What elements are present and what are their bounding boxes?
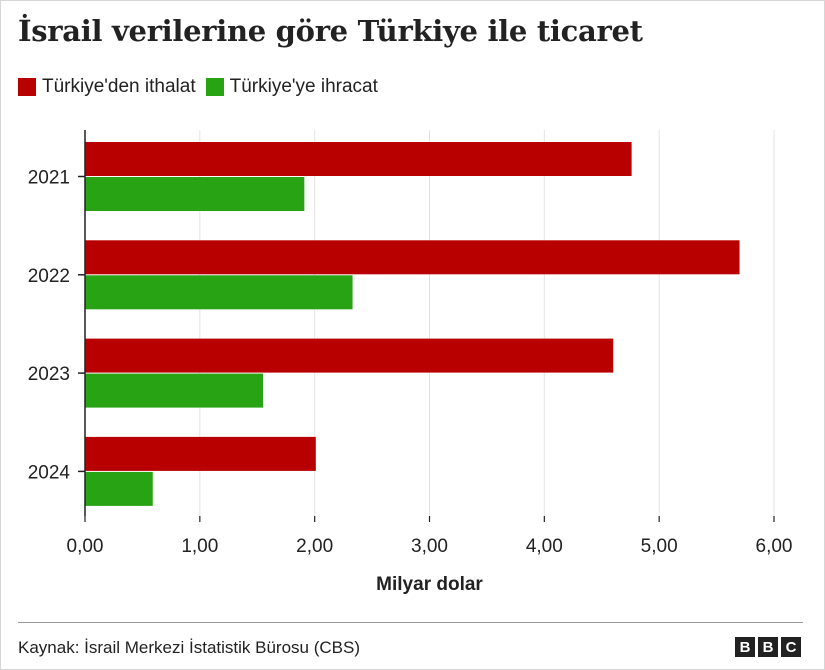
legend-item-imports: Türkiye'den ithalat <box>18 76 196 98</box>
x-tick-label-3: 3,00 <box>411 536 448 557</box>
bar-imports-2024 <box>85 436 316 471</box>
x-tick-label-0: 0,00 <box>67 536 104 557</box>
legend-label-imports: Türkiye'den ithalat <box>42 76 196 97</box>
bar-imports-2022 <box>85 240 740 275</box>
x-tick-label-4: 4,00 <box>526 536 563 557</box>
x-tick-label-6: 6,00 <box>756 536 793 557</box>
x-tick-label-5: 5,00 <box>641 536 678 557</box>
x-tick-label-2: 2,00 <box>296 536 333 557</box>
footer-divider <box>18 622 803 623</box>
bar-imports-2023 <box>85 338 614 373</box>
y-tick-label-2024: 2024 <box>28 462 71 483</box>
legend: Türkiye'den ithalat Türkiye'ye ihracat <box>18 76 388 98</box>
bbc-logo: B B C <box>732 637 801 657</box>
y-tick-label-2023: 2023 <box>28 364 70 385</box>
chart-title: İsrail verilerine göre Türkiye ile ticar… <box>18 14 643 48</box>
y-tick-label-2021: 2021 <box>28 168 70 189</box>
bar-imports-2021 <box>85 142 632 176</box>
bbc-logo-letter-1: B <box>735 637 755 657</box>
x-axis-title: Milyar dolar <box>376 574 483 595</box>
bar-exports-2021 <box>85 177 305 211</box>
legend-item-exports: Türkiye'ye ihracat <box>205 76 378 98</box>
bbc-logo-letter-3: C <box>781 637 801 657</box>
x-tick-label-1: 1,00 <box>181 536 218 557</box>
legend-label-exports: Türkiye'ye ihracat <box>229 76 378 97</box>
y-tick-label-2022: 2022 <box>28 266 70 287</box>
bar-exports-2024 <box>85 471 153 506</box>
bar-chart: 2021 2022 2023 2024 0,00 1,00 2,00 3,00 4,00 5,00… <box>28 130 793 595</box>
legend-swatch-imports <box>18 78 36 96</box>
bbc-logo-letter-2: B <box>758 637 778 657</box>
bar-exports-2022 <box>85 275 353 310</box>
source-note: Kaynak: İsrail Merkezi İstatistik Bürosu… <box>18 638 360 657</box>
bar-exports-2023 <box>85 373 263 408</box>
legend-swatch-exports <box>205 78 224 96</box>
